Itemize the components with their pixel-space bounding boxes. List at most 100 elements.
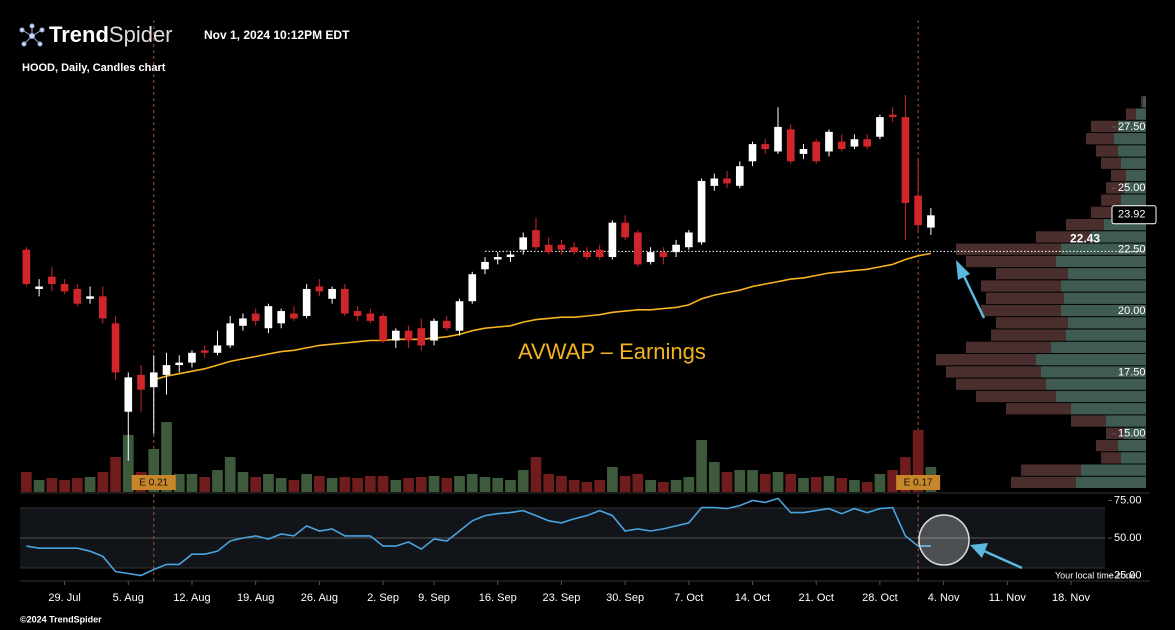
candle-body <box>98 296 107 319</box>
timezone-note: Your local time zone <box>1055 570 1136 580</box>
candle-body <box>748 144 757 162</box>
profile-up <box>1118 439 1146 452</box>
x-tick-label: 18. Nov <box>1052 592 1090 604</box>
volume-bar <box>122 435 134 492</box>
volume-bar <box>887 470 899 492</box>
candle-body <box>519 237 528 250</box>
profile-down <box>1021 464 1081 476</box>
volume-bar <box>288 480 300 492</box>
profile-up <box>1124 182 1146 194</box>
volume-bar <box>352 478 363 492</box>
volume-bar <box>505 480 516 492</box>
volume-bar <box>810 477 822 492</box>
candle-body <box>608 222 617 258</box>
volume-bar <box>607 467 618 492</box>
candle-body <box>213 345 222 353</box>
arrow <box>983 549 1023 570</box>
profile-down <box>996 268 1068 280</box>
profile-up <box>1061 280 1146 292</box>
y-tick-label: 27.50 <box>1118 121 1146 133</box>
candle-body <box>723 178 731 184</box>
x-tick-label: 9. Sep <box>418 592 450 604</box>
volume-bar <box>772 472 784 492</box>
y-tick-label: 25.00 <box>1118 182 1146 194</box>
volume-bar <box>314 476 325 492</box>
profile-down <box>956 378 1046 390</box>
candle-body <box>621 222 629 238</box>
candle-body <box>35 286 43 289</box>
candle-body <box>634 232 642 265</box>
profile-up <box>1071 403 1146 415</box>
volume-bar <box>326 478 338 492</box>
footer: ©2024 TrendSpider <box>20 614 102 624</box>
volume-bar <box>59 480 70 492</box>
volume-bar <box>428 476 440 492</box>
profile-up <box>1121 157 1146 169</box>
volume-bar <box>530 457 542 492</box>
volume-bar <box>759 474 771 492</box>
volume-bar <box>199 477 211 492</box>
candle-body <box>761 144 770 150</box>
candle-body <box>506 254 515 258</box>
volume-bar <box>339 477 351 492</box>
profile-up <box>1064 292 1146 304</box>
volume-bar <box>250 477 262 492</box>
volume-bar <box>645 480 656 492</box>
x-tick-label: 7. Oct <box>674 592 703 604</box>
candle-body <box>277 311 285 324</box>
candle-body <box>876 117 884 137</box>
candle-body <box>175 362 184 366</box>
candle-body <box>239 318 247 326</box>
arrow <box>960 271 986 319</box>
x-tick-label: 14. Oct <box>735 592 770 604</box>
candle-body <box>888 114 897 118</box>
profile-down <box>991 329 1066 341</box>
x-tick-label: 30. Sep <box>606 592 644 604</box>
arrowhead <box>970 543 988 558</box>
volume-bar <box>492 478 504 492</box>
logo-icon <box>19 23 45 47</box>
candle-body <box>481 261 489 270</box>
profile-up <box>1081 464 1146 476</box>
profile-up <box>1051 341 1146 354</box>
volume-bar <box>441 478 453 492</box>
last-price-label: 23.92 <box>1118 209 1146 221</box>
candle-body <box>850 139 859 147</box>
volume-bar <box>657 482 669 492</box>
candle-body <box>455 301 464 331</box>
candle-body <box>149 372 158 388</box>
profile-down <box>1126 108 1136 120</box>
logo-bold: Trend <box>49 22 109 47</box>
profile-up <box>1066 329 1146 341</box>
y-tick-label: 20.00 <box>1118 305 1146 317</box>
candle-body <box>774 126 782 152</box>
candle-body <box>557 244 566 250</box>
candle-body <box>442 320 451 329</box>
profile-up <box>1041 366 1146 378</box>
candle-body <box>353 311 362 316</box>
volume-bar <box>161 422 172 492</box>
candle-body <box>302 288 311 316</box>
volume-bar <box>747 470 758 492</box>
candle-body <box>379 315 387 341</box>
x-tick-label: 5. Aug <box>113 592 144 604</box>
earnings-label: E 0.21 <box>139 478 168 489</box>
candle-body <box>226 323 235 346</box>
profile-down <box>1071 415 1106 427</box>
candle-body <box>137 374 145 390</box>
x-tick-label: 16. Sep <box>479 592 517 604</box>
candle-body <box>646 252 655 262</box>
candle-body <box>710 178 719 186</box>
volume-bar <box>263 474 274 492</box>
arrowhead <box>956 260 970 280</box>
subtitle: HOOD, Daily, Candles chart <box>22 62 166 74</box>
profile-down <box>1036 231 1091 243</box>
volume-bar <box>97 472 109 492</box>
candle-body <box>532 230 540 248</box>
timestamp: Nov 1, 2024 10:12PM EDT <box>204 28 350 42</box>
candle-body <box>315 286 324 292</box>
volume-bar <box>517 470 529 492</box>
profile-down <box>1096 145 1118 157</box>
annotations <box>918 260 1023 570</box>
candle-body <box>863 139 872 147</box>
